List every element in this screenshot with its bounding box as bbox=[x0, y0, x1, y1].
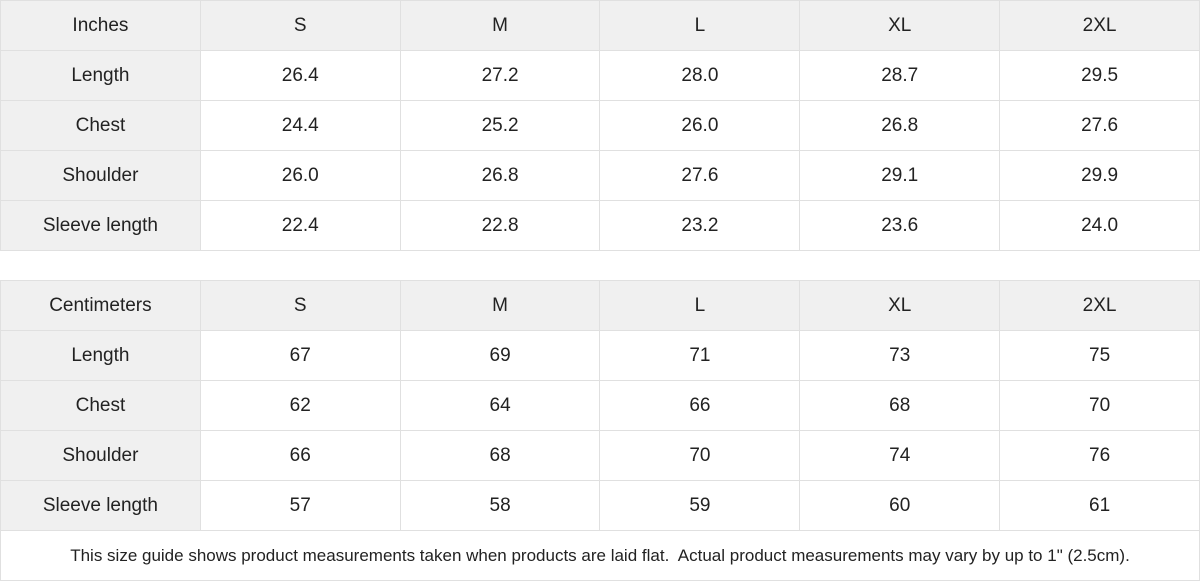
size-column-header: S bbox=[199, 280, 401, 331]
measurement-value: 66 bbox=[599, 380, 801, 431]
measurement-value: 73 bbox=[799, 330, 1001, 381]
size-header-row-centimeters: Centimeters S M L XL 2XL bbox=[0, 280, 1200, 331]
measurement-value: 69 bbox=[399, 330, 601, 381]
measurement-value: 22.8 bbox=[399, 200, 601, 251]
footer-note: This size guide shows product measuremen… bbox=[0, 530, 1200, 581]
measurement-row: Shoulder 26.0 26.8 27.6 29.1 29.9 bbox=[0, 150, 1200, 201]
measurement-label: Shoulder bbox=[0, 150, 201, 201]
measurement-value: 64 bbox=[399, 380, 601, 431]
measurement-value: 22.4 bbox=[199, 200, 401, 251]
size-column-header: M bbox=[399, 280, 601, 331]
measurement-value: 29.9 bbox=[999, 150, 1200, 201]
measurement-value: 75 bbox=[999, 330, 1200, 381]
measurement-value: 27.6 bbox=[999, 100, 1200, 151]
measurement-row: Length 67 69 71 73 75 bbox=[0, 330, 1200, 381]
measurement-value: 57 bbox=[199, 480, 401, 531]
size-column-header: L bbox=[599, 280, 801, 331]
measurement-value: 59 bbox=[599, 480, 801, 531]
measurement-value: 68 bbox=[399, 430, 601, 481]
measurement-value: 23.6 bbox=[799, 200, 1001, 251]
measurement-value: 24.0 bbox=[999, 200, 1200, 251]
measurement-label: Shoulder bbox=[0, 430, 201, 481]
measurement-value: 71 bbox=[599, 330, 801, 381]
measurement-row: Length 26.4 27.2 28.0 28.7 29.5 bbox=[0, 50, 1200, 101]
measurement-value: 26.8 bbox=[799, 100, 1001, 151]
measurement-value: 26.8 bbox=[399, 150, 601, 201]
measurement-value: 66 bbox=[199, 430, 401, 481]
unit-label: Centimeters bbox=[0, 280, 201, 331]
size-header-row-inches: Inches S M L XL 2XL bbox=[0, 0, 1200, 51]
measurement-value: 58 bbox=[399, 480, 601, 531]
measurement-value: 26.0 bbox=[199, 150, 401, 201]
size-column-header: M bbox=[399, 0, 601, 51]
measurement-value: 24.4 bbox=[199, 100, 401, 151]
size-column-header: 2XL bbox=[999, 0, 1200, 51]
measurement-row: Sleeve length 22.4 22.8 23.2 23.6 24.0 bbox=[0, 200, 1200, 251]
measurement-value: 60 bbox=[799, 480, 1001, 531]
measurement-value: 61 bbox=[999, 480, 1200, 531]
measurement-value: 27.6 bbox=[599, 150, 801, 201]
measurement-label: Chest bbox=[0, 100, 201, 151]
size-column-header: L bbox=[599, 0, 801, 51]
measurement-label: Sleeve length bbox=[0, 200, 201, 251]
measurement-value: 74 bbox=[799, 430, 1001, 481]
measurement-label: Chest bbox=[0, 380, 201, 431]
size-column-header: XL bbox=[799, 0, 1001, 51]
unit-label: Inches bbox=[0, 0, 201, 51]
measurement-row: Sleeve length 57 58 59 60 61 bbox=[0, 480, 1200, 531]
size-column-header: 2XL bbox=[999, 280, 1200, 331]
measurement-value: 28.7 bbox=[799, 50, 1001, 101]
measurement-value: 27.2 bbox=[399, 50, 601, 101]
measurement-value: 70 bbox=[599, 430, 801, 481]
measurement-value: 25.2 bbox=[399, 100, 601, 151]
measurement-row: Chest 24.4 25.2 26.0 26.8 27.6 bbox=[0, 100, 1200, 151]
measurement-row: Shoulder 66 68 70 74 76 bbox=[0, 430, 1200, 481]
measurement-value: 23.2 bbox=[599, 200, 801, 251]
measurement-value: 26.4 bbox=[199, 50, 401, 101]
measurement-value: 28.0 bbox=[599, 50, 801, 101]
measurement-value: 29.5 bbox=[999, 50, 1200, 101]
measurement-label: Length bbox=[0, 330, 201, 381]
measurement-value: 26.0 bbox=[599, 100, 801, 151]
measurement-value: 76 bbox=[999, 430, 1200, 481]
measurement-label: Length bbox=[0, 50, 201, 101]
measurement-value: 62 bbox=[199, 380, 401, 431]
measurement-value: 29.1 bbox=[799, 150, 1001, 201]
footer-row: This size guide shows product measuremen… bbox=[0, 530, 1200, 581]
measurement-label: Sleeve length bbox=[0, 480, 201, 531]
size-column-header: S bbox=[199, 0, 401, 51]
measurement-row: Chest 62 64 66 68 70 bbox=[0, 380, 1200, 431]
measurement-value: 70 bbox=[999, 380, 1200, 431]
measurement-value: 68 bbox=[799, 380, 1001, 431]
table-spacer bbox=[0, 250, 1200, 281]
measurement-value: 67 bbox=[199, 330, 401, 381]
table-spacer-row bbox=[0, 250, 1200, 281]
size-column-header: XL bbox=[799, 280, 1001, 331]
